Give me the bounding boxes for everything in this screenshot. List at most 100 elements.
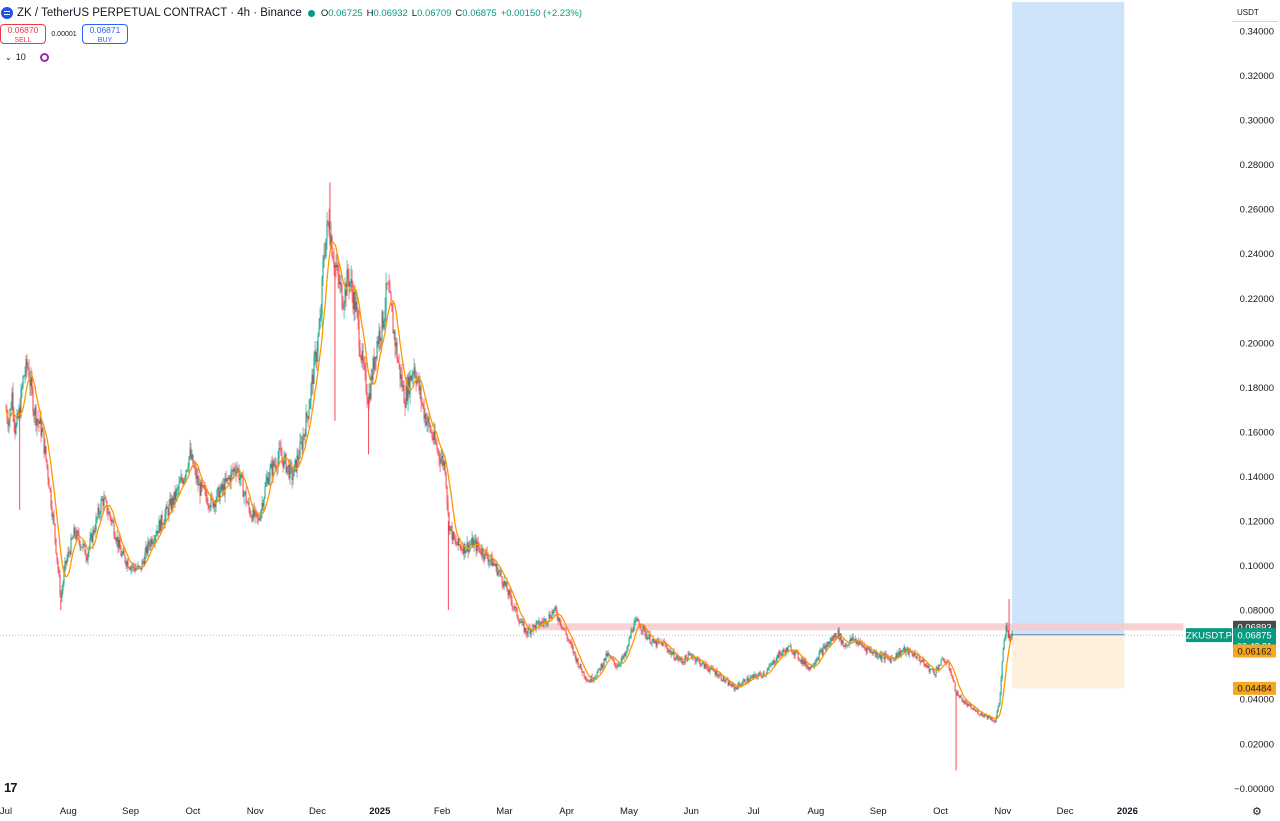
candle-body	[583, 671, 585, 677]
candle-body	[877, 656, 879, 658]
candle-body	[878, 656, 880, 658]
tradingview-logo-icon[interactable]: 17	[4, 780, 18, 795]
candle-body	[771, 662, 773, 666]
candle-body	[612, 658, 614, 660]
candle-body	[505, 582, 507, 585]
candle-body	[843, 645, 845, 647]
candle-body	[108, 512, 110, 515]
sell-button[interactable]: 0.06870 SELL	[0, 24, 46, 44]
candle-body	[404, 403, 406, 408]
candle-body	[521, 621, 523, 623]
candle-body	[492, 562, 494, 567]
candle-body	[923, 659, 925, 666]
candle-body	[808, 667, 810, 670]
candle-body	[607, 653, 609, 656]
candle-body	[971, 708, 973, 710]
candle-body	[543, 620, 545, 624]
x-tick-label: Aug	[60, 806, 77, 817]
target-low-tag: 0.04484	[1237, 684, 1271, 695]
candle-body	[406, 385, 408, 401]
candle-body	[549, 614, 551, 618]
candle-body	[85, 554, 87, 558]
candle-body	[325, 238, 327, 257]
candle-body	[246, 502, 248, 504]
candle-body	[718, 674, 720, 677]
candle-body	[347, 269, 349, 279]
ohlc-high: H0.06932	[366, 7, 408, 19]
candle-body	[193, 466, 195, 467]
gear-icon[interactable]: ⚙	[1252, 806, 1262, 818]
candle-body	[470, 544, 472, 545]
candle-body	[721, 679, 723, 682]
candle-body	[900, 651, 902, 656]
candle-body	[155, 534, 157, 537]
candle-body	[87, 552, 89, 561]
symbol-title[interactable]: ZK / TetherUS PERPETUAL CONTRACT · 4h · …	[17, 7, 302, 19]
candle-body	[1000, 677, 1002, 693]
candle-body	[533, 624, 535, 626]
candle-body	[39, 418, 41, 424]
candle-body	[64, 560, 66, 572]
candle-body	[790, 646, 792, 652]
candle-body	[524, 628, 526, 632]
candle-body	[160, 514, 162, 532]
candle-body	[199, 483, 201, 496]
x-tick-label: Aug	[807, 806, 824, 817]
candle-body	[148, 541, 150, 546]
candle-body	[296, 455, 298, 472]
candle-body	[412, 374, 414, 376]
candle-body	[722, 676, 724, 682]
x-tick-label: Sep	[870, 806, 887, 817]
candle-body	[992, 720, 994, 722]
indicator-settings-icon[interactable]	[39, 52, 49, 62]
candle-body	[683, 661, 685, 663]
candle-body	[624, 653, 626, 656]
x-tick-label: Dec	[1057, 806, 1074, 817]
target-low-tag-bg	[1233, 681, 1276, 695]
candle-body	[244, 491, 246, 493]
candle-body	[879, 653, 881, 657]
candle-body	[709, 669, 711, 672]
buy-button[interactable]: 0.06871 BUY	[82, 24, 128, 44]
candle-body	[327, 221, 329, 222]
x-tick-label: Jun	[684, 806, 699, 817]
candle-body	[651, 640, 653, 644]
candle-body	[599, 668, 601, 671]
candle-body	[321, 278, 323, 315]
candle-body	[253, 507, 255, 517]
candle-body	[323, 255, 325, 261]
candle-body	[47, 466, 49, 479]
candle-body	[166, 506, 168, 510]
candle-body	[134, 567, 136, 571]
candle-body	[738, 683, 740, 686]
candle-body	[141, 561, 143, 570]
candle-body	[30, 377, 32, 387]
x-tick-label: 2026	[1117, 806, 1138, 817]
candle-body	[914, 652, 916, 657]
candle-body	[305, 412, 307, 437]
candle-body	[701, 662, 703, 665]
candle-body	[849, 638, 851, 642]
entry-price-tag: 0.06893	[1237, 623, 1271, 634]
x-tick-label: Jul	[748, 806, 760, 817]
candle-body	[190, 448, 192, 459]
candle-body	[785, 647, 787, 655]
candle-body	[395, 342, 397, 347]
candle-body	[574, 651, 576, 656]
candle-body	[331, 236, 333, 257]
candle-body	[514, 606, 516, 609]
chevron-down-icon[interactable]: ⌄	[5, 52, 12, 62]
candle-body	[960, 695, 962, 698]
candle-body	[212, 498, 214, 508]
candle-body	[106, 500, 108, 514]
candle-body	[503, 580, 505, 587]
candle-body	[116, 536, 118, 542]
candle-body	[522, 621, 524, 623]
candle-body	[282, 458, 284, 468]
candle-body	[705, 664, 707, 668]
currency-selector[interactable]: USDT	[1232, 4, 1278, 22]
candle-body	[456, 544, 458, 546]
candle-body	[553, 608, 555, 613]
candle-body	[48, 478, 50, 489]
